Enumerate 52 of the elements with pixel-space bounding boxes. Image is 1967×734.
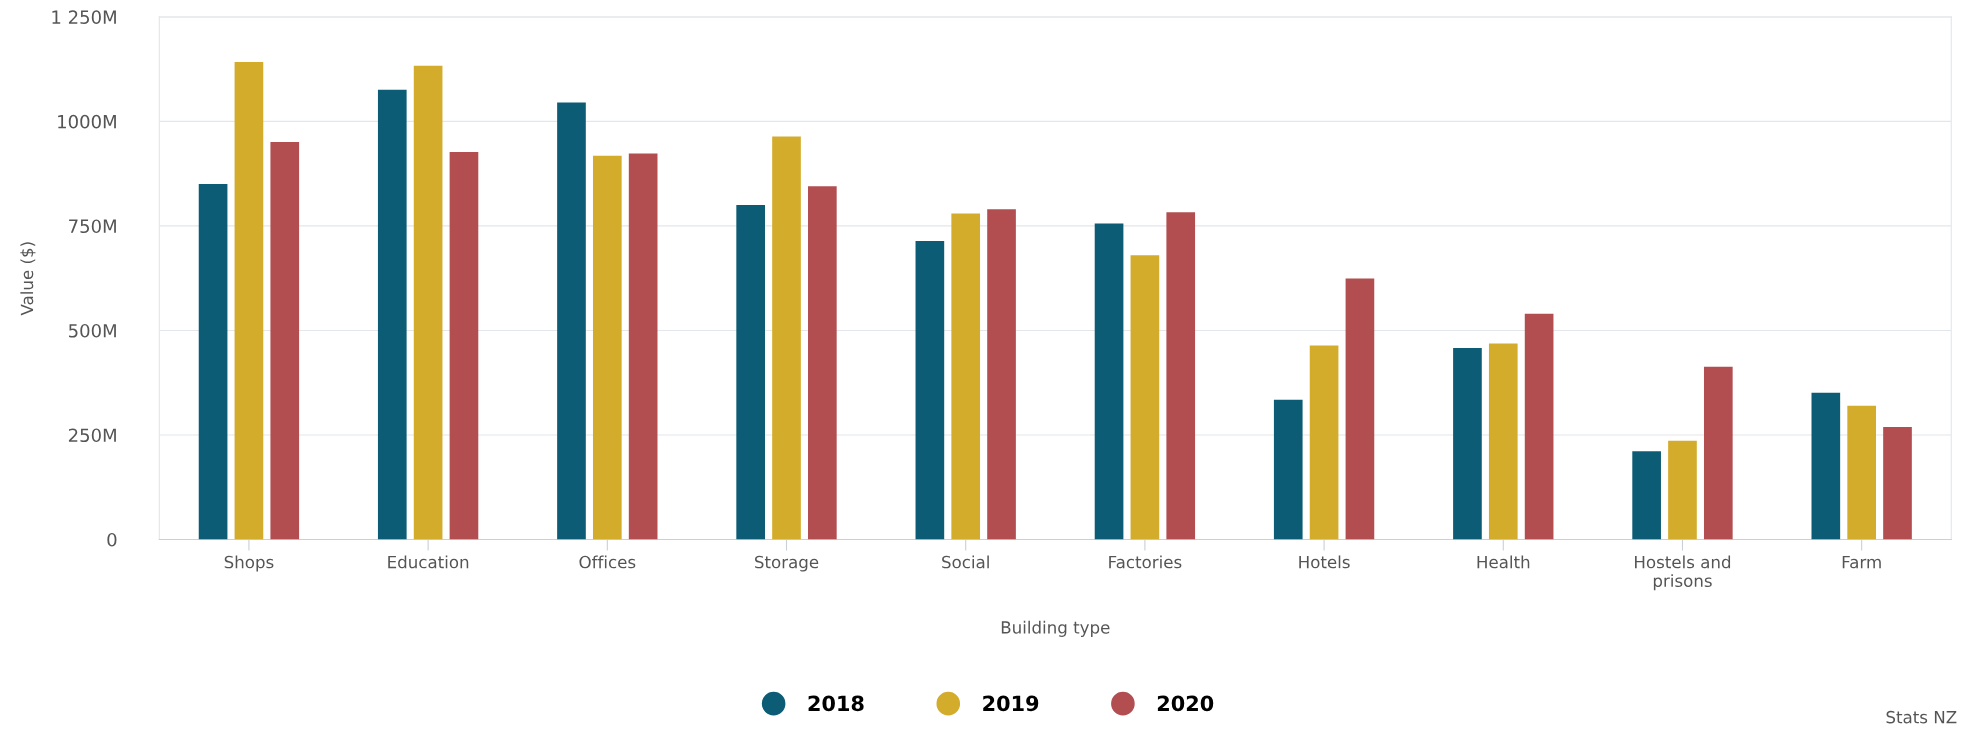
bar [1309,345,1339,540]
bar [1488,343,1518,540]
bar [557,102,586,540]
bar [377,89,407,540]
bar [413,65,443,540]
y-tick-label: 1 250M [52,10,116,24]
bar [1166,212,1196,540]
bar [1130,255,1160,540]
y-tick-label: 0 [107,532,117,547]
bar [987,209,1016,540]
bar [915,240,945,540]
bar [736,205,765,540]
y-axis-title: Value ($) [20,242,36,316]
bar [1273,399,1303,540]
bar [628,153,658,540]
y-tick-label: 500M [69,323,116,338]
bar [1811,392,1841,540]
x-tick-label: Social [942,555,989,569]
x-tick-label: Health [1477,555,1530,569]
bar [951,213,981,540]
x-tick-label: Hotels [1299,555,1350,569]
bar [1345,278,1375,540]
y-tick-label: 250M [68,428,116,443]
bar [449,151,479,540]
bar [270,141,300,540]
legend-label: 2019 [983,695,1039,712]
bar [1094,223,1124,540]
x-axis-title: Building type [1001,620,1110,637]
x-tick-label: Hostels and prisons [1635,555,1731,591]
bar [1703,366,1733,540]
bar [198,184,228,540]
bar [1453,348,1482,540]
bar [592,155,622,540]
x-tick-label: Education [388,555,469,569]
bar [1524,313,1554,540]
text: Stats NZ [1886,710,1957,724]
bar [1847,405,1876,540]
x-tick-label: Storage [755,555,819,572]
legend-label: 2020 [1157,695,1214,712]
y-tick-label: 750M [69,219,116,234]
bar [234,62,264,540]
bar [1668,440,1697,540]
x-tick-label: Shops [224,555,274,572]
bar [808,186,837,540]
x-tick-label: Farm [1842,555,1881,569]
x-tick-label: Offices [579,555,636,569]
legend-label: 2018 [808,695,864,712]
bar [1632,451,1661,540]
bar [772,136,801,540]
x-tick-label: Factories [1109,555,1182,569]
y-tick-label: 1000M [58,114,116,129]
bar [1883,427,1912,540]
